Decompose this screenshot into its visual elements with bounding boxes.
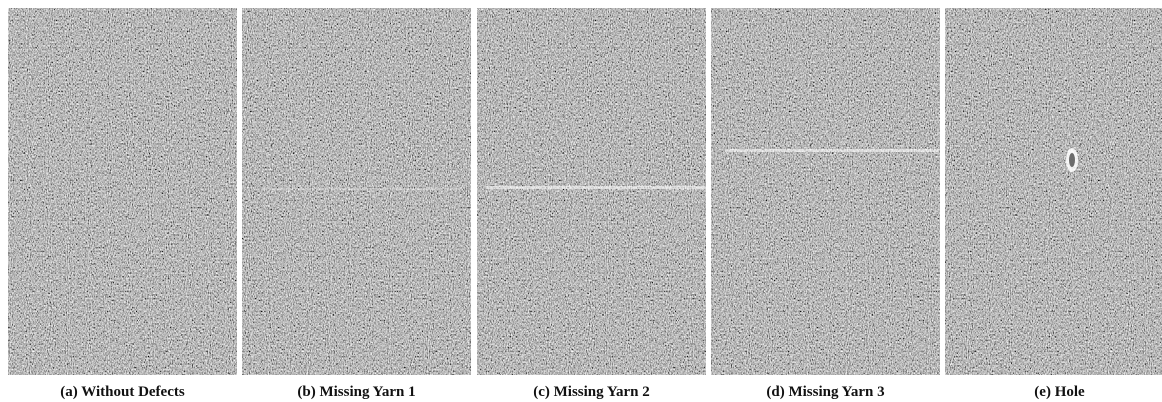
fabric-weave bbox=[477, 8, 706, 375]
caption: (d) Missing Yarn 3 bbox=[766, 384, 884, 400]
caption: (e) Hole bbox=[1034, 384, 1085, 400]
fabric-weave bbox=[711, 8, 940, 375]
fabric-weave bbox=[242, 8, 471, 375]
caption: (a) Without Defects bbox=[60, 384, 185, 400]
defect-hole-core bbox=[1069, 153, 1075, 167]
figure: (a) Without Defects (b) Missing Yarn 1 (c)… bbox=[0, 0, 1162, 402]
fabric-weave bbox=[945, 8, 1162, 375]
caption: (c) Missing Yarn 2 bbox=[533, 384, 650, 400]
page: (a) Without Defects (b) Missing Yarn 1 (c)… bbox=[0, 0, 1162, 402]
defect-line bbox=[486, 186, 705, 189]
defect-line bbox=[725, 149, 939, 152]
panels bbox=[8, 8, 1162, 375]
caption: (b) Missing Yarn 1 bbox=[297, 384, 415, 400]
defect-line bbox=[262, 188, 462, 190]
fabric-weave bbox=[8, 8, 237, 375]
